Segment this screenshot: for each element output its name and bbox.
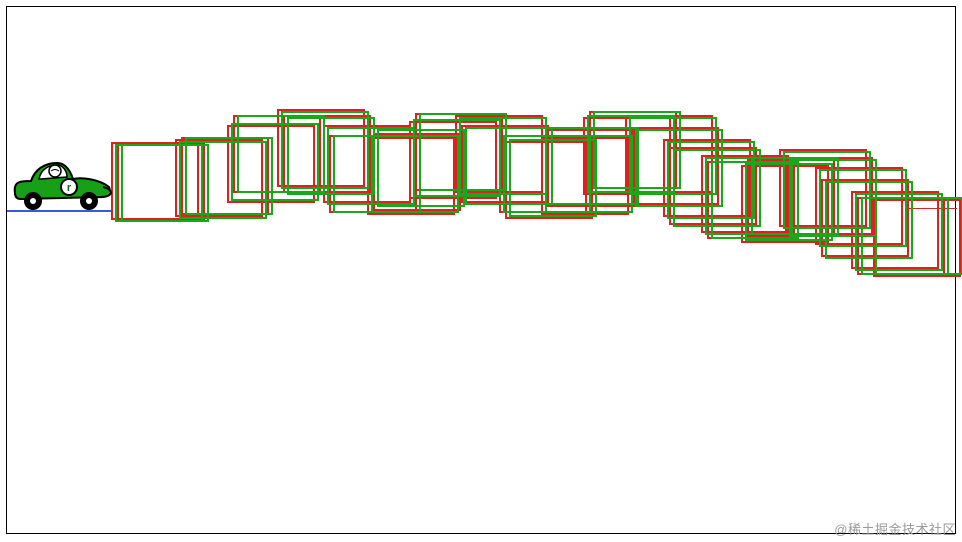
car-badge-text: r [67, 182, 72, 194]
trail-box [875, 197, 962, 275]
race-car: r [9, 151, 113, 211]
animation-stage: r [6, 6, 956, 534]
watermark-text: @稀土掘金技术社区 [834, 519, 956, 538]
car-icon: r [9, 151, 113, 211]
